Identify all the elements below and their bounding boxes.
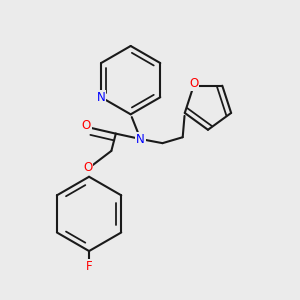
Text: O: O xyxy=(82,119,91,132)
Text: O: O xyxy=(83,161,92,174)
Text: O: O xyxy=(189,77,198,90)
Text: F: F xyxy=(86,260,92,273)
Text: N: N xyxy=(97,91,106,104)
Text: N: N xyxy=(136,133,145,146)
